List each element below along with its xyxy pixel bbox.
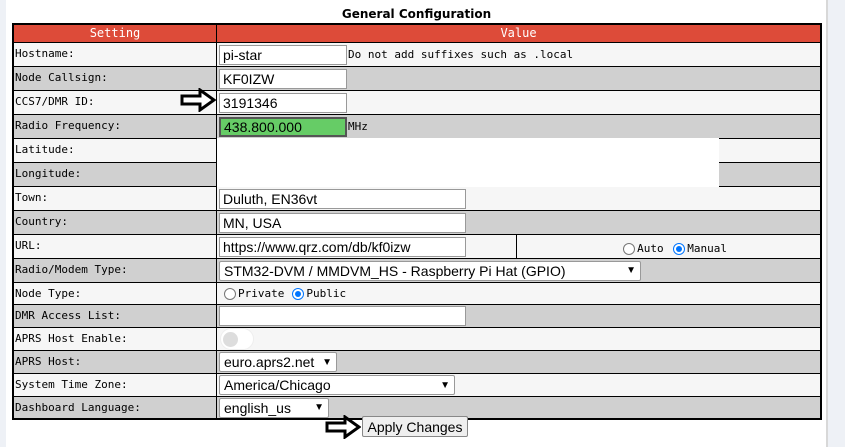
label: Town: [14, 187, 217, 210]
row-dmr-id: CCS7/DMR ID: [14, 90, 820, 114]
row-country: Country: [14, 210, 820, 234]
row-latitude: Latitude: [14, 138, 820, 187]
hostname-note: Do not add suffixes such as .local [348, 48, 574, 61]
private-radio[interactable] [224, 287, 236, 300]
row-url: URL: Auto Manual [14, 234, 820, 258]
label: Radio Frequency: [14, 115, 217, 138]
language-value: english_us [224, 399, 291, 416]
modem-select[interactable]: STM32-DVM / MMDVM_HS - Raspberry Pi Hat … [219, 260, 641, 281]
url-input[interactable] [219, 236, 466, 257]
aprs-enable-toggle[interactable] [220, 328, 254, 350]
label: Hostname: [14, 43, 217, 66]
language-select[interactable]: english_us ▼ [219, 397, 329, 418]
label: CCS7/DMR ID: [14, 91, 217, 114]
dmr-id-input[interactable] [219, 92, 347, 113]
row-town: Town: [14, 186, 820, 210]
lat-long-field[interactable] [217, 138, 719, 187]
arrow-right-icon [325, 415, 361, 439]
table-header: Setting Value [14, 25, 820, 42]
aprs-host-value: euro.aprs2.net [224, 354, 315, 370]
label: Dashboard Language: [14, 397, 217, 418]
row-node-type: Node Type: Private Public [14, 282, 820, 304]
hostname-input[interactable] [219, 44, 347, 65]
header-setting: Setting [14, 25, 217, 42]
label: Node Type: [14, 283, 217, 304]
label: URL: [14, 235, 217, 258]
row-language: Dashboard Language: english_us ▼ [14, 396, 820, 418]
public-label: Public [306, 287, 347, 300]
label: Latitude: [14, 139, 217, 162]
chevron-down-icon: ▼ [322, 356, 332, 368]
private-label: Private [238, 287, 285, 300]
town-input[interactable] [219, 188, 466, 209]
dmr-access-input[interactable] [219, 306, 466, 326]
page-title: General Configuration [341, 7, 492, 21]
timezone-select[interactable]: America/Chicago ▼ [219, 375, 455, 395]
modem-value: STM32-DVM / MMDVM_HS - Raspberry Pi Hat … [224, 262, 566, 279]
label: Longitude: [14, 163, 217, 186]
callsign-input[interactable] [219, 68, 347, 89]
row-dmr-access: DMR Access List: [14, 304, 820, 327]
row-frequency: Radio Frequency: MHz [14, 114, 820, 138]
page-margin [0, 0, 6, 447]
row-hostname: Hostname: Do not add suffixes such as .l… [14, 42, 820, 66]
label: Country: [14, 211, 217, 234]
label: System Time Zone: [14, 374, 217, 396]
url-manual-label: Manual [687, 241, 727, 255]
row-callsign: Node Callsign: [14, 66, 820, 90]
label: DMR Access List: [14, 305, 217, 327]
label: APRS Host Enable: [14, 328, 217, 350]
label: Radio/Modem Type: [14, 259, 217, 282]
public-radio[interactable] [292, 287, 305, 300]
aprs-host-select[interactable]: euro.aprs2.net ▼ [219, 352, 337, 372]
label: Node Callsign: [14, 67, 217, 90]
label: APRS Host: [14, 351, 217, 373]
timezone-value: America/Chicago [224, 377, 331, 393]
arrow-right-icon [180, 88, 216, 112]
chevron-down-icon: ▼ [626, 265, 636, 276]
frequency-unit: MHz [348, 120, 368, 133]
row-aprs-enable: APRS Host Enable: [14, 327, 820, 350]
scrollbar[interactable] [826, 0, 845, 447]
url-auto-radio[interactable] [623, 242, 636, 255]
country-input[interactable] [219, 212, 466, 233]
url-auto-label: Auto [637, 241, 664, 255]
apply-changes-button[interactable]: Apply Changes [362, 416, 468, 437]
chevron-down-icon: ▼ [314, 402, 324, 413]
row-timezone: System Time Zone: America/Chicago ▼ [14, 373, 820, 396]
chevron-down-icon: ▼ [440, 379, 450, 391]
config-table: Setting Value Hostname: Do not add suffi… [12, 23, 822, 420]
frequency-input[interactable] [219, 116, 347, 137]
url-manual-radio[interactable] [673, 242, 686, 255]
row-modem: Radio/Modem Type: STM32-DVM / MMDVM_HS -… [14, 258, 820, 282]
row-aprs-host: APRS Host: euro.aprs2.net ▼ [14, 350, 820, 373]
header-value: Value [500, 26, 537, 40]
